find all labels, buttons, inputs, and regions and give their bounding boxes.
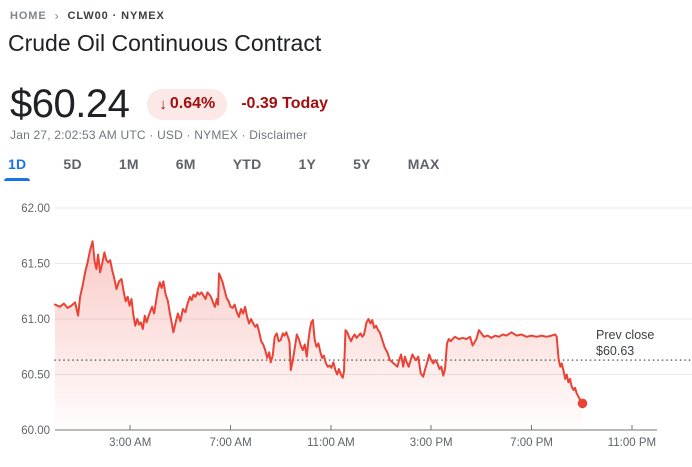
down-arrow-icon: ↓ xyxy=(159,95,167,113)
y-axis-label: 60.00 xyxy=(21,425,50,437)
tab-1m[interactable]: 1M xyxy=(119,154,139,181)
quote-meta: Jan 27, 2:02:53 AM UTC · USD · NYMEX · D… xyxy=(10,128,307,142)
tab-1y[interactable]: 1Y xyxy=(298,154,316,181)
quote-price-row: $60.24 ↓ 0.64% -0.39 Today xyxy=(10,81,329,126)
tab-max[interactable]: MAX xyxy=(408,154,440,181)
breadcrumb: HOME › CLW00 · NYMEX xyxy=(10,9,165,23)
last-price-dot xyxy=(577,398,588,409)
y-axis-label: 61.00 xyxy=(21,314,50,326)
breadcrumb-home-link[interactable]: HOME xyxy=(10,10,47,22)
quote-timestamp: Jan 27, 2:02:53 AM UTC · USD · NYMEX · xyxy=(10,128,250,142)
time-range-tabs: 1D 5D 1M 6M YTD 1Y 5Y MAX xyxy=(3,154,477,181)
price-line xyxy=(54,240,584,405)
price-chart: 62.00 61.50 61.00 60.50 60.00 3:00 AM 7:00 AM… xyxy=(0,195,692,467)
x-axis-label: 11:00 PM xyxy=(608,437,656,449)
chevron-right-icon: › xyxy=(54,9,60,23)
tab-1d[interactable]: 1D xyxy=(3,154,31,181)
tab-6m[interactable]: 6M xyxy=(176,154,196,181)
breadcrumb-symbol: CLW00 · NYMEX xyxy=(67,10,165,22)
tab-5d[interactable]: 5D xyxy=(63,154,81,181)
page-title: Crude Oil Continuous Contract xyxy=(8,30,322,56)
change-percent: 0.64% xyxy=(169,95,216,112)
price-chart-svg: 62.00 61.50 61.00 60.50 60.00 3:00 AM 7:00 AM… xyxy=(21,203,692,449)
tab-5y[interactable]: 5Y xyxy=(353,154,371,181)
prev-close-value: $60.63 xyxy=(596,344,634,358)
x-axis-label: 7:00 PM xyxy=(510,437,553,449)
tab-ytd[interactable]: YTD xyxy=(233,154,262,181)
change-amount: -0.39 Today xyxy=(241,95,329,112)
x-axis-label: 7:00 AM xyxy=(209,437,251,449)
y-axis-label: 61.50 xyxy=(21,259,50,271)
price-area-fill xyxy=(55,241,583,430)
prev-close-label: Prev close xyxy=(596,328,654,342)
x-axis-label: 11:00 AM xyxy=(307,437,355,449)
change-percent-badge: ↓ 0.64% xyxy=(147,88,228,120)
x-axis-label: 3:00 AM xyxy=(109,437,151,449)
x-axis-label: 3:00 PM xyxy=(410,437,453,449)
current-price: $60.24 xyxy=(10,81,130,126)
y-axis-label: 62.00 xyxy=(21,203,50,215)
chart-axes: 3:00 AM 7:00 AM 11:00 AM 3:00 PM 7:00 PM 11:0… xyxy=(55,425,657,449)
y-axis-label: 60.50 xyxy=(21,370,50,382)
disclaimer-link[interactable]: Disclaimer xyxy=(249,128,308,142)
